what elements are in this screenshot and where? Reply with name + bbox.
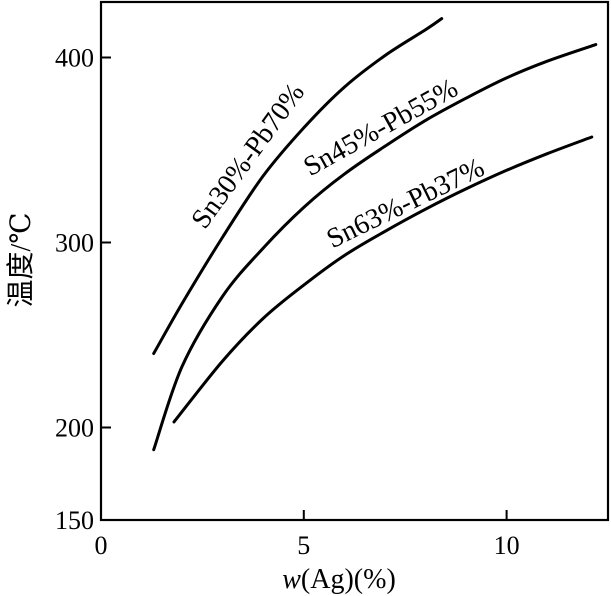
series-label: Sn45%-Pb55%	[298, 73, 463, 183]
series-label: Sn63%-Pb37%	[322, 152, 489, 255]
y-tick-label: 200	[55, 414, 94, 443]
series-line	[152, 17, 444, 355]
y-tick-label: 300	[55, 229, 94, 258]
y-axis-label: 温度/℃	[5, 212, 37, 307]
y-tick-label: 150	[55, 506, 94, 535]
series-curves	[152, 17, 598, 452]
series-line	[172, 135, 594, 424]
x-tick-label: 10	[494, 531, 520, 560]
x-axis-label-variable: w	[282, 564, 301, 595]
y-tick-label: 400	[55, 44, 94, 73]
series-line	[152, 43, 598, 452]
x-tick-label: 5	[297, 531, 310, 560]
x-axis-label: w(Ag)(%)	[282, 564, 396, 595]
axis-ticks: 0 5 10 150 200 300 400	[55, 44, 520, 561]
plot-frame	[99, 0, 610, 522]
series-labels: Sn30%-Pb70%Sn45%-Pb55%Sn63%-Pb37%	[185, 73, 489, 255]
x-axis-label-unit: (Ag)(%)	[301, 564, 396, 595]
series-label: Sn30%-Pb70%	[185, 78, 311, 235]
x-tick-label: 0	[95, 531, 108, 560]
